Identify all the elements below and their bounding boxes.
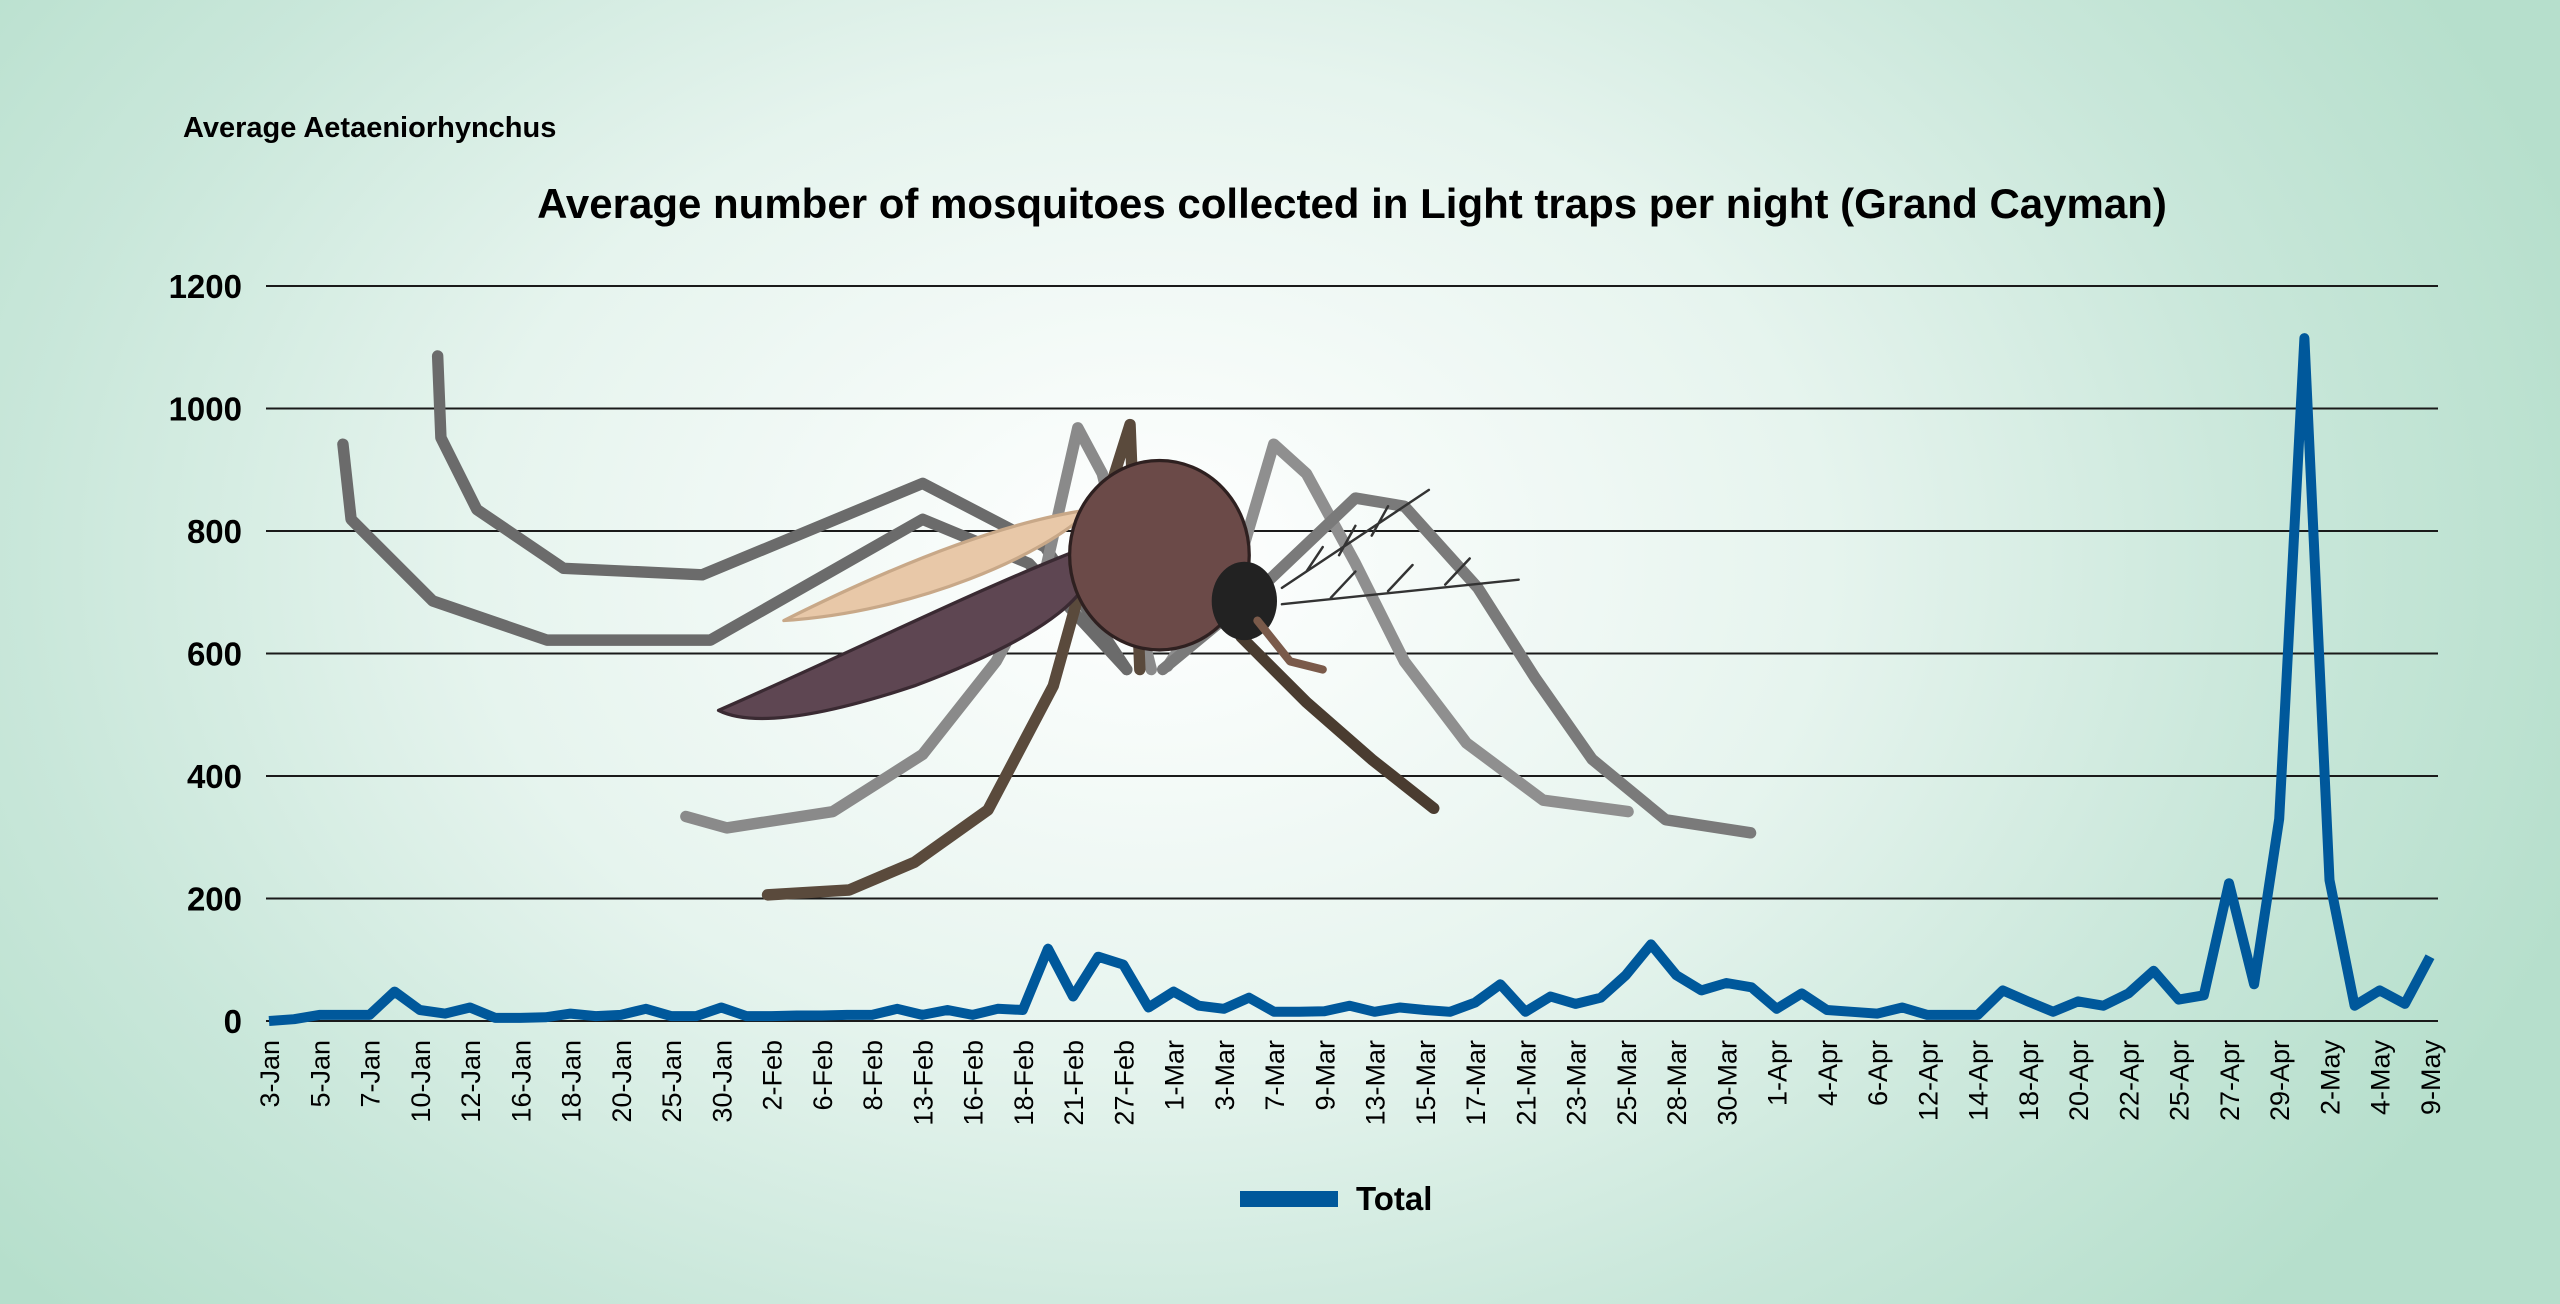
x-tick-label: 7-Mar — [1260, 1040, 1290, 1111]
x-tick-label: 18-Jan — [557, 1040, 587, 1123]
x-tick-label: 30-Mar — [1712, 1040, 1742, 1126]
x-tick-label: 25-Mar — [1612, 1040, 1642, 1126]
x-tick-label: 13-Mar — [1361, 1040, 1391, 1126]
x-tick-label: 23-Mar — [1562, 1040, 1592, 1126]
x-tick-label: 17-Mar — [1461, 1040, 1491, 1126]
x-tick-label: 21-Feb — [1059, 1040, 1089, 1126]
x-tick-label: 12-Apr — [1913, 1040, 1943, 1121]
x-tick-label: 8-Feb — [858, 1040, 888, 1111]
chart-subtitle: Average Aetaeniorhynchus — [183, 112, 556, 144]
y-tick-label: 200 — [187, 881, 242, 918]
y-axis-ticks: 0 200 400 600 800 1000 1200 — [169, 268, 242, 1040]
x-tick-label: 20-Jan — [607, 1040, 637, 1123]
x-axis-ticks: 3-Jan 5-Jan 7-Jan 10-Jan 12-Jan 16-Jan 18-Jan 2… — [255, 1040, 2446, 1126]
x-tick-label: 1-Mar — [1160, 1040, 1190, 1111]
x-tick-label: 15-Mar — [1411, 1040, 1441, 1126]
x-tick-label: 13-Feb — [908, 1040, 938, 1126]
x-tick-label: 14-Apr — [1964, 1040, 1994, 1121]
y-tick-label: 800 — [187, 513, 242, 550]
y-tick-label: 1000 — [169, 391, 242, 428]
x-tick-label: 9-May — [2416, 1040, 2446, 1116]
x-tick-label: 25-Jan — [657, 1040, 687, 1123]
mosquito-illustration — [337, 350, 1757, 901]
x-tick-label: 6-Apr — [1863, 1040, 1893, 1106]
x-tick-label: 4-May — [2366, 1040, 2396, 1116]
x-tick-label: 3-Jan — [255, 1040, 285, 1108]
x-tick-label: 16-Feb — [959, 1040, 989, 1126]
x-tick-label: 2-May — [2315, 1040, 2345, 1116]
x-tick-label: 9-Mar — [1310, 1040, 1340, 1111]
y-tick-label: 0 — [224, 1003, 242, 1040]
y-tick-label: 1200 — [169, 268, 242, 305]
x-tick-label: 6-Feb — [808, 1040, 838, 1111]
x-tick-label: 21-Mar — [1511, 1040, 1541, 1126]
x-tick-label: 10-Jan — [406, 1040, 436, 1123]
x-tick-label: 16-Jan — [506, 1040, 536, 1123]
x-tick-label: 29-Apr — [2265, 1040, 2295, 1121]
x-tick-label: 27-Feb — [1109, 1040, 1139, 1126]
x-tick-label: 22-Apr — [2114, 1040, 2144, 1121]
chart-title: Average number of mosquitoes collected i… — [537, 180, 2167, 227]
x-tick-label: 20-Apr — [2064, 1040, 2094, 1121]
x-tick-label: 3-Mar — [1210, 1040, 1240, 1111]
y-tick-label: 600 — [187, 636, 242, 673]
gridlines — [266, 285, 2438, 1022]
x-tick-label: 1-Apr — [1763, 1040, 1793, 1106]
y-tick-label: 400 — [187, 758, 242, 795]
x-tick-label: 5-Jan — [305, 1040, 335, 1108]
x-tick-label: 2-Feb — [758, 1040, 788, 1111]
x-tick-label: 30-Jan — [707, 1040, 737, 1123]
x-tick-label: 7-Jan — [356, 1040, 386, 1108]
legend-label-total: Total — [1356, 1180, 1432, 1217]
x-tick-label: 27-Apr — [2215, 1040, 2245, 1121]
series-line-total — [268, 333, 2435, 1026]
x-tick-label: 18-Apr — [2014, 1040, 2044, 1121]
x-tick-label: 28-Mar — [1662, 1040, 1692, 1126]
x-tick-label: 4-Apr — [1813, 1040, 1843, 1106]
x-tick-label: 25-Apr — [2165, 1040, 2195, 1121]
legend: Total — [1240, 1180, 1432, 1217]
x-tick-label: 12-Jan — [456, 1040, 486, 1123]
legend-swatch-total — [1240, 1191, 1338, 1207]
x-tick-label: 18-Feb — [1009, 1040, 1039, 1126]
